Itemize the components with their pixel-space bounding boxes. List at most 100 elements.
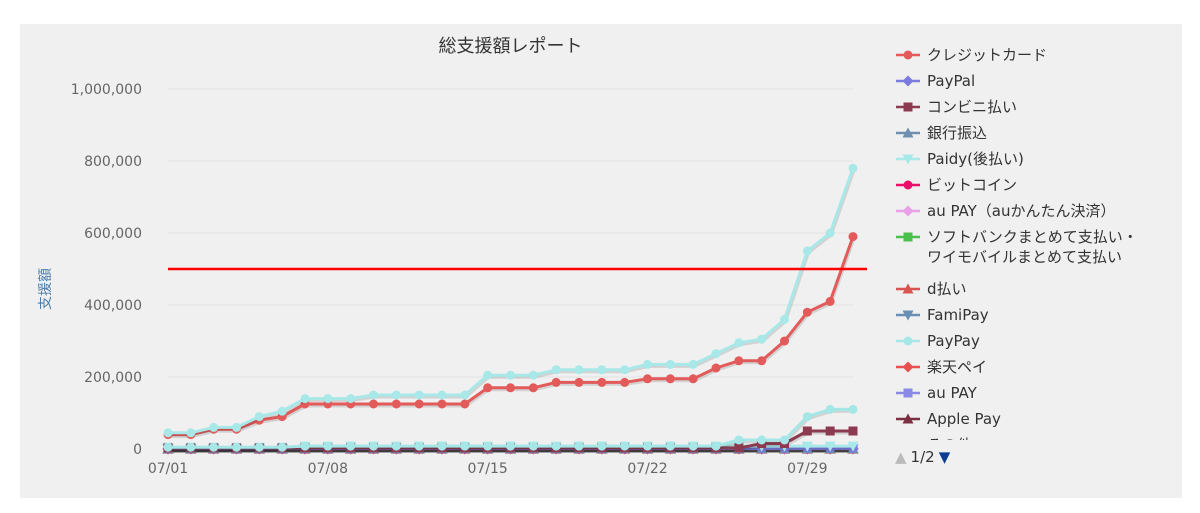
data-point bbox=[643, 374, 652, 384]
legend-item[interactable]: Apple Pay bbox=[895, 409, 1001, 429]
data-point bbox=[437, 390, 447, 400]
legend-item[interactable]: コンビニ払い bbox=[895, 97, 1017, 117]
legend-label: その他 bbox=[927, 435, 972, 440]
data-point bbox=[277, 442, 287, 452]
data-point bbox=[847, 441, 859, 452]
legend-item[interactable]: PayPal bbox=[895, 71, 975, 91]
legend-page-indicator: 1/2 bbox=[910, 448, 935, 466]
legend-label: Paidy(後払い) bbox=[927, 150, 1024, 168]
data-point bbox=[801, 441, 813, 452]
legend-label: ビットコイン bbox=[927, 176, 1018, 194]
data-point bbox=[277, 406, 287, 416]
data-point bbox=[802, 307, 812, 317]
data-point bbox=[711, 363, 721, 373]
data-point bbox=[483, 441, 493, 451]
data-point bbox=[780, 314, 789, 324]
y-axis-label: 支援額 bbox=[38, 268, 54, 310]
x-tick-label: 07/08 bbox=[308, 461, 348, 477]
data-point bbox=[460, 441, 470, 451]
legend-marker-icon bbox=[896, 413, 920, 424]
legend-marker-icon bbox=[896, 232, 920, 242]
data-point bbox=[780, 336, 789, 346]
legend-marker-icon bbox=[896, 336, 920, 346]
data-point bbox=[597, 365, 607, 375]
data-point bbox=[711, 349, 721, 359]
data-point bbox=[437, 399, 447, 409]
legend-item[interactable]: 楽天ペイ bbox=[895, 357, 987, 377]
x-tick-label: 07/01 bbox=[148, 461, 188, 477]
legend-item[interactable]: FamiPay bbox=[895, 305, 989, 325]
data-point bbox=[711, 441, 721, 451]
data-point bbox=[323, 394, 333, 404]
data-point bbox=[369, 390, 378, 400]
data-point bbox=[551, 377, 561, 387]
data-point bbox=[528, 441, 538, 451]
data-point bbox=[163, 442, 173, 452]
legend-marker-icon bbox=[896, 75, 920, 87]
legend: クレジットカード PayPal コンビニ払い銀行振込 Paidy(後払い) ビットコイン… bbox=[895, 45, 1138, 440]
y-tick-label: 200,000 bbox=[84, 370, 142, 386]
data-point bbox=[300, 394, 310, 404]
data-point bbox=[437, 441, 447, 451]
legend-marker-icon bbox=[896, 180, 920, 190]
legend-item[interactable]: PayPay bbox=[895, 331, 980, 351]
data-point bbox=[346, 394, 356, 404]
legend-item[interactable]: au PAY bbox=[895, 383, 977, 403]
data-point bbox=[848, 426, 858, 436]
data-point bbox=[802, 246, 812, 256]
legend-item[interactable]: Paidy(後払い) bbox=[895, 149, 1024, 169]
legend-label: ソフトバンクまとめて支払い・ ワイモバイルまとめて支払い bbox=[927, 228, 1138, 266]
x-tick-label: 07/15 bbox=[467, 461, 507, 477]
data-point bbox=[254, 412, 264, 422]
x-tick-label: 07/22 bbox=[627, 461, 667, 477]
data-point bbox=[734, 356, 744, 366]
data-point bbox=[597, 441, 607, 451]
data-point bbox=[688, 441, 698, 451]
legend-label: クレジットカード bbox=[927, 46, 1048, 64]
data-point bbox=[825, 426, 835, 436]
data-point bbox=[825, 228, 835, 238]
y-tick-label: 0 bbox=[133, 442, 142, 458]
legend-item[interactable]: ビットコイン bbox=[895, 175, 1017, 195]
series-14 bbox=[163, 163, 858, 438]
data-point bbox=[643, 441, 652, 451]
legend-marker-icon bbox=[896, 102, 920, 112]
legend-label: d払い bbox=[927, 280, 967, 298]
legend-item[interactable]: ソフトバンクまとめて支払い・ ワイモバイルまとめて支払い bbox=[895, 227, 1138, 267]
legend-label: Apple Pay bbox=[927, 410, 1001, 428]
y-tick-label: 600,000 bbox=[84, 226, 142, 242]
legend-label: PayPal bbox=[927, 72, 976, 90]
data-point bbox=[848, 404, 858, 414]
data-point bbox=[665, 374, 675, 384]
legend-label: コンビニ払い bbox=[927, 98, 1018, 116]
data-point bbox=[802, 426, 812, 436]
legend-item[interactable]: au PAY（auかんたん決済） bbox=[895, 201, 1116, 221]
data-point bbox=[620, 441, 630, 451]
data-point bbox=[665, 441, 675, 451]
data-point bbox=[574, 441, 584, 451]
legend-prev-page-icon[interactable]: ▲ bbox=[895, 448, 907, 466]
data-point bbox=[460, 390, 470, 400]
legend-next-page-icon[interactable]: ▼ bbox=[938, 448, 951, 466]
legend-item[interactable]: クレジットカード bbox=[895, 45, 1047, 65]
data-point bbox=[369, 441, 378, 451]
data-point bbox=[574, 377, 584, 387]
data-point bbox=[232, 442, 241, 452]
data-point bbox=[620, 377, 630, 387]
legend-marker-icon bbox=[896, 310, 920, 321]
legend-pager: ▲ 1/2 ▼ bbox=[895, 448, 950, 466]
legend-item[interactable]: d払い bbox=[895, 279, 967, 299]
legend-label: au PAY bbox=[927, 384, 977, 402]
data-point bbox=[757, 334, 767, 344]
data-point bbox=[300, 441, 310, 451]
data-point bbox=[506, 370, 515, 380]
legend-item[interactable]: 銀行振込 bbox=[895, 123, 987, 143]
data-point bbox=[414, 399, 424, 409]
data-point bbox=[824, 441, 836, 452]
data-point bbox=[391, 390, 401, 400]
legend-item[interactable]: その他 bbox=[895, 435, 972, 440]
data-point bbox=[186, 442, 196, 452]
series-10 bbox=[163, 404, 858, 452]
data-point bbox=[688, 374, 698, 384]
legend-marker-icon bbox=[896, 127, 920, 138]
